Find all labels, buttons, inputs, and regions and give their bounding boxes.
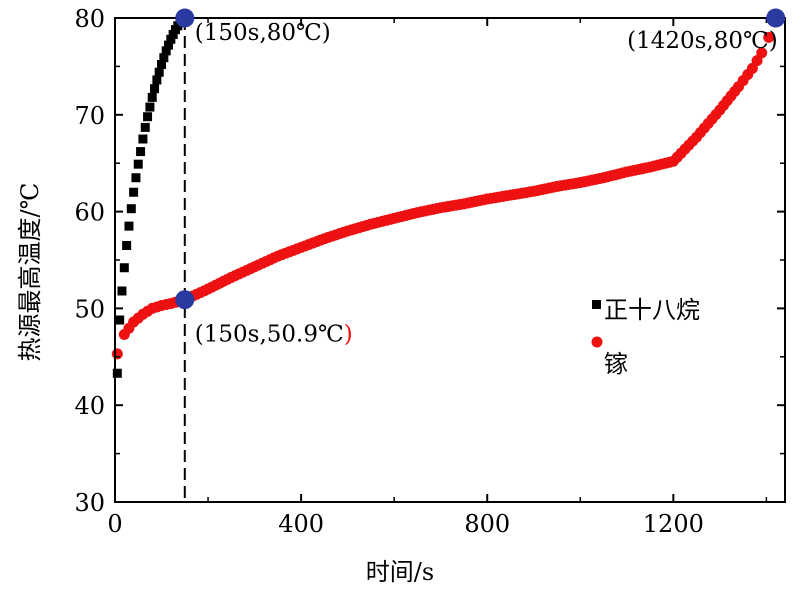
data-point <box>136 147 146 157</box>
highlight-point <box>175 8 195 28</box>
data-point <box>164 40 174 50</box>
y-tick-label: 40 <box>74 392 105 420</box>
data-point <box>151 301 163 313</box>
data-point <box>154 67 164 77</box>
data-point <box>763 31 775 43</box>
annotation-label-suffix: ) <box>344 322 353 348</box>
data-point <box>126 204 136 214</box>
annotation-label: (150s,50.9℃) <box>195 322 353 348</box>
data-point <box>160 299 172 311</box>
data-point <box>150 84 160 94</box>
annotations: (150s,80℃) (1420s,80℃) (150s,50.9℃) <box>175 8 786 348</box>
data-point <box>132 312 144 324</box>
data-point <box>111 348 123 360</box>
legend-marker-octadecane <box>592 300 601 309</box>
plot-frame <box>114 17 786 503</box>
data-point <box>123 322 135 334</box>
y-tick-label: 80 <box>74 5 105 33</box>
data-point <box>147 92 157 102</box>
highlight-point <box>766 8 786 28</box>
data-point <box>112 368 122 378</box>
data-point <box>742 68 754 80</box>
legend-label: 正十八烷 <box>604 296 700 324</box>
plot-area <box>111 12 782 502</box>
x-tick-label: 400 <box>278 510 324 538</box>
data-point <box>751 55 763 67</box>
data-point <box>710 108 722 120</box>
y-tick-label: 30 <box>74 489 105 517</box>
data-point <box>143 112 153 122</box>
y-tick-label: 50 <box>74 295 105 323</box>
data-point <box>124 221 134 231</box>
data-point <box>115 315 125 325</box>
data-point <box>687 135 699 147</box>
data-point <box>131 173 141 183</box>
data-point <box>138 134 148 144</box>
legend-marker-gallium <box>591 336 603 348</box>
data-point <box>161 46 171 56</box>
data-point <box>152 75 162 85</box>
data-point <box>145 102 155 112</box>
annotation-label: (1420s,80℃) <box>627 28 778 54</box>
x-tick-label: 0 <box>107 510 122 538</box>
highlight-point <box>175 290 195 310</box>
y-tick-label: 60 <box>74 199 105 227</box>
data-point <box>140 122 150 132</box>
axes: 0 400 800 1200 30 40 50 60 70 80 时间/s 热源最高温度/℃ <box>16 5 786 586</box>
x-axis-label: 时间/s <box>366 558 434 586</box>
legend-label: 镓 <box>604 350 628 378</box>
series-gallium <box>111 12 782 360</box>
data-point <box>729 85 741 97</box>
x-tick-label: 1200 <box>643 510 704 538</box>
data-point <box>122 240 132 250</box>
x-tick-label: 800 <box>464 510 510 538</box>
data-point <box>168 29 178 39</box>
data-point <box>133 159 143 169</box>
y-tick-label: 70 <box>74 102 105 130</box>
data-point <box>159 53 169 63</box>
y-axis-label: 热源最高温度/℃ <box>16 183 44 362</box>
data-point <box>157 59 167 69</box>
data-point <box>166 34 176 44</box>
data-point <box>117 286 127 296</box>
data-point <box>129 187 139 197</box>
annotation-label-main: (150s,50.9℃ <box>195 322 344 348</box>
data-point <box>142 305 154 317</box>
annotation-label: (150s,80℃) <box>195 20 331 46</box>
data-point <box>119 263 129 273</box>
series-octadecane <box>112 13 190 378</box>
